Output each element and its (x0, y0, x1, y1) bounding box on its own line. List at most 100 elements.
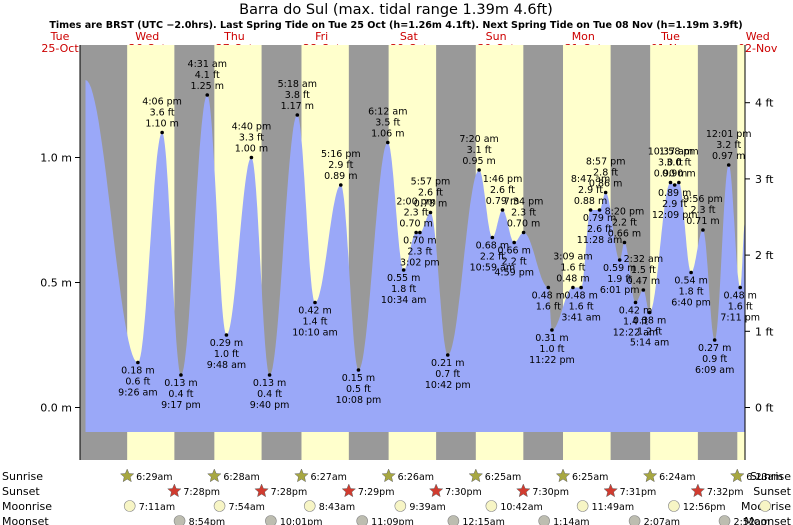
sunset-star-icon (428, 483, 444, 498)
chart-title: Barra do Sul (max. tidal range 1.39m 4.6… (239, 2, 553, 18)
moonrise-circle-icon (759, 500, 771, 512)
sunset-star-icon (167, 483, 182, 498)
astro-time-label: 7:29pm (358, 487, 395, 498)
tide-label: 0.88 m (574, 196, 607, 207)
chart-subtitle: Times are BRST (UTC −2.0hrs). Last Sprin… (49, 20, 742, 31)
sunrise-star-icon (207, 468, 222, 483)
tide-label: 1:58 pm (659, 147, 699, 158)
tide-label: 0.68 m (476, 241, 509, 252)
tide-point (712, 338, 717, 342)
moonrise-circle-icon (668, 500, 680, 512)
tide-label: 3.8 ft (285, 90, 310, 101)
tide-label: 1.4 ft (302, 317, 327, 328)
tide-label: 12:01 pm (706, 129, 752, 140)
tide-label: 0.27 m (698, 343, 731, 354)
sunrise-star-icon (119, 468, 135, 483)
tide-label: 9:17 pm (161, 400, 201, 411)
tide-label: 0.48 m (723, 291, 756, 302)
tide-label: 1.0 ft (539, 344, 564, 355)
tide-label: 0.70 m (403, 236, 436, 247)
astro-time-label: 6:27am (310, 472, 346, 483)
sunset-star-icon (341, 483, 357, 498)
astro-time-label: 6:25am (485, 472, 521, 483)
tide-label: 1.8 ft (391, 284, 416, 295)
tide-label: 0.90 m (662, 169, 695, 180)
y-tick-label-ft: 4 ft (755, 97, 774, 110)
tide-area (85, 80, 745, 432)
tide-label: 3.0 ft (666, 158, 691, 169)
astro-row-label-left: Sunset (2, 485, 40, 498)
tide-label: 1.9 ft (607, 274, 632, 285)
tide-label: 0.31 m (535, 333, 568, 344)
tide-label: 5:57 pm (411, 177, 451, 188)
astro-time-label: 7:32pm (707, 487, 744, 498)
tide-label: 0.79 m (583, 213, 616, 224)
sunset-star-icon (254, 483, 269, 498)
moonset-circle-icon (628, 515, 641, 525)
tide-point (521, 230, 526, 235)
tide-label: 5:18 am (278, 79, 317, 90)
tide-label: 0.48 m (564, 291, 597, 302)
tide-label: 4:40 pm (232, 122, 272, 133)
astro-time-label: 2:07am (644, 517, 680, 525)
tide-label: 2.6 ft (418, 188, 443, 199)
tide-curve-area (85, 80, 745, 432)
y-tick-label-ft: 3 ft (755, 173, 774, 186)
tide-label: 4:06 pm (142, 97, 182, 108)
tide-point (668, 180, 673, 185)
tide-point (550, 328, 554, 332)
tide-point (385, 140, 390, 145)
day-name-label: Tue (660, 30, 680, 43)
tide-label: 2:00 pm (396, 197, 436, 208)
tide-point (295, 113, 300, 117)
astro-time-label: 6:29am (136, 472, 172, 483)
astro-time-label: 11:09pm (371, 517, 414, 525)
tide-label: 10:08 pm (336, 395, 382, 406)
astro-time-label: 8:43am (319, 502, 355, 513)
tide-label: 5:14 am (630, 338, 669, 349)
tide-label: 1.17 m (281, 101, 314, 112)
y-tick-label-m: 0.0 m (40, 402, 72, 415)
day-name-label: Wed (746, 30, 770, 43)
tide-label: 6:09 am (695, 365, 734, 376)
astro-time-label: 12:15am (462, 517, 504, 525)
astro-row-label-left: Sunrise (2, 470, 43, 483)
tide-label: 11:22 pm (529, 355, 575, 366)
moonrise-circle-icon (576, 500, 589, 512)
tide-label: 6:40 pm (671, 298, 711, 309)
tide-label: 1.2 ft (637, 327, 662, 338)
astro-time-label: 7:30pm (532, 487, 569, 498)
tide-label: 9:56 pm (683, 194, 723, 205)
tide-label: 0.78 m (414, 199, 447, 210)
tide-label: 3.2 ft (716, 140, 741, 151)
tide-point (445, 353, 450, 357)
day-name-label: Thu (223, 30, 245, 43)
tide-label: 0.42 m (298, 306, 331, 317)
tide-label: 3:02 pm (400, 258, 440, 269)
tide-label: 2.9 ft (578, 185, 603, 196)
astro-time-label: 6:28am (223, 472, 259, 483)
day-name-label: Fri (315, 30, 328, 43)
tide-label: 10:37 am (648, 147, 693, 158)
tide-label: 10:10 am (292, 328, 337, 339)
tide-point (597, 208, 602, 212)
tide-label: 2.8 ft (593, 168, 618, 179)
tide-label: 3:09 am (553, 252, 592, 263)
tide-point (641, 288, 646, 292)
tide-label: 0.48 m (532, 291, 565, 302)
moonset-circle-icon (538, 515, 550, 525)
tide-label: 0.9 ft (702, 354, 727, 365)
tide-label: 1.5 ft (631, 265, 656, 276)
moonset-circle-icon (718, 515, 731, 525)
tide-label: 1.8 ft (679, 287, 704, 298)
tide-label: 3.1 ft (467, 145, 492, 156)
astro-time-label: 8:54pm (189, 517, 226, 525)
moonset-circle-icon (265, 515, 277, 525)
tide-label: 0.86 m (589, 179, 622, 190)
astro-time-label: 7:28pm (271, 487, 308, 498)
tide-point (477, 168, 481, 172)
tide-label: 3.5 ft (375, 118, 400, 129)
tide-label: 2.9 ft (328, 160, 353, 171)
sunset-star-icon (603, 483, 618, 498)
astro-time-label: 7:54am (229, 502, 265, 513)
